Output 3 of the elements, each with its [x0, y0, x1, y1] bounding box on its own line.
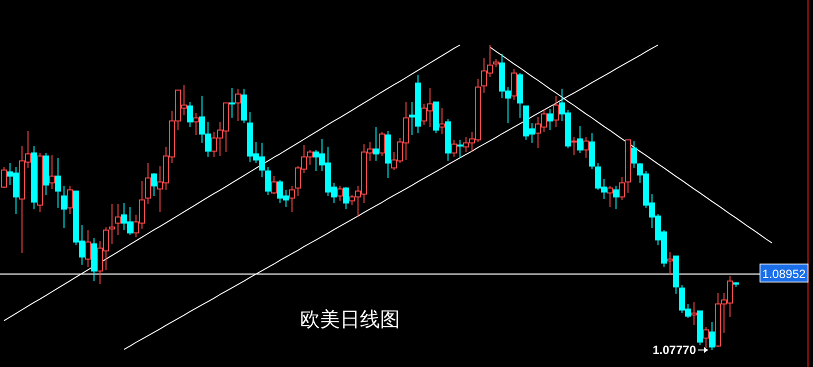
annotation: 1.07770 — [652, 343, 696, 357]
annotation: 欧美日线图 — [300, 308, 400, 331]
annotation: 1.08952 — [762, 267, 806, 282]
